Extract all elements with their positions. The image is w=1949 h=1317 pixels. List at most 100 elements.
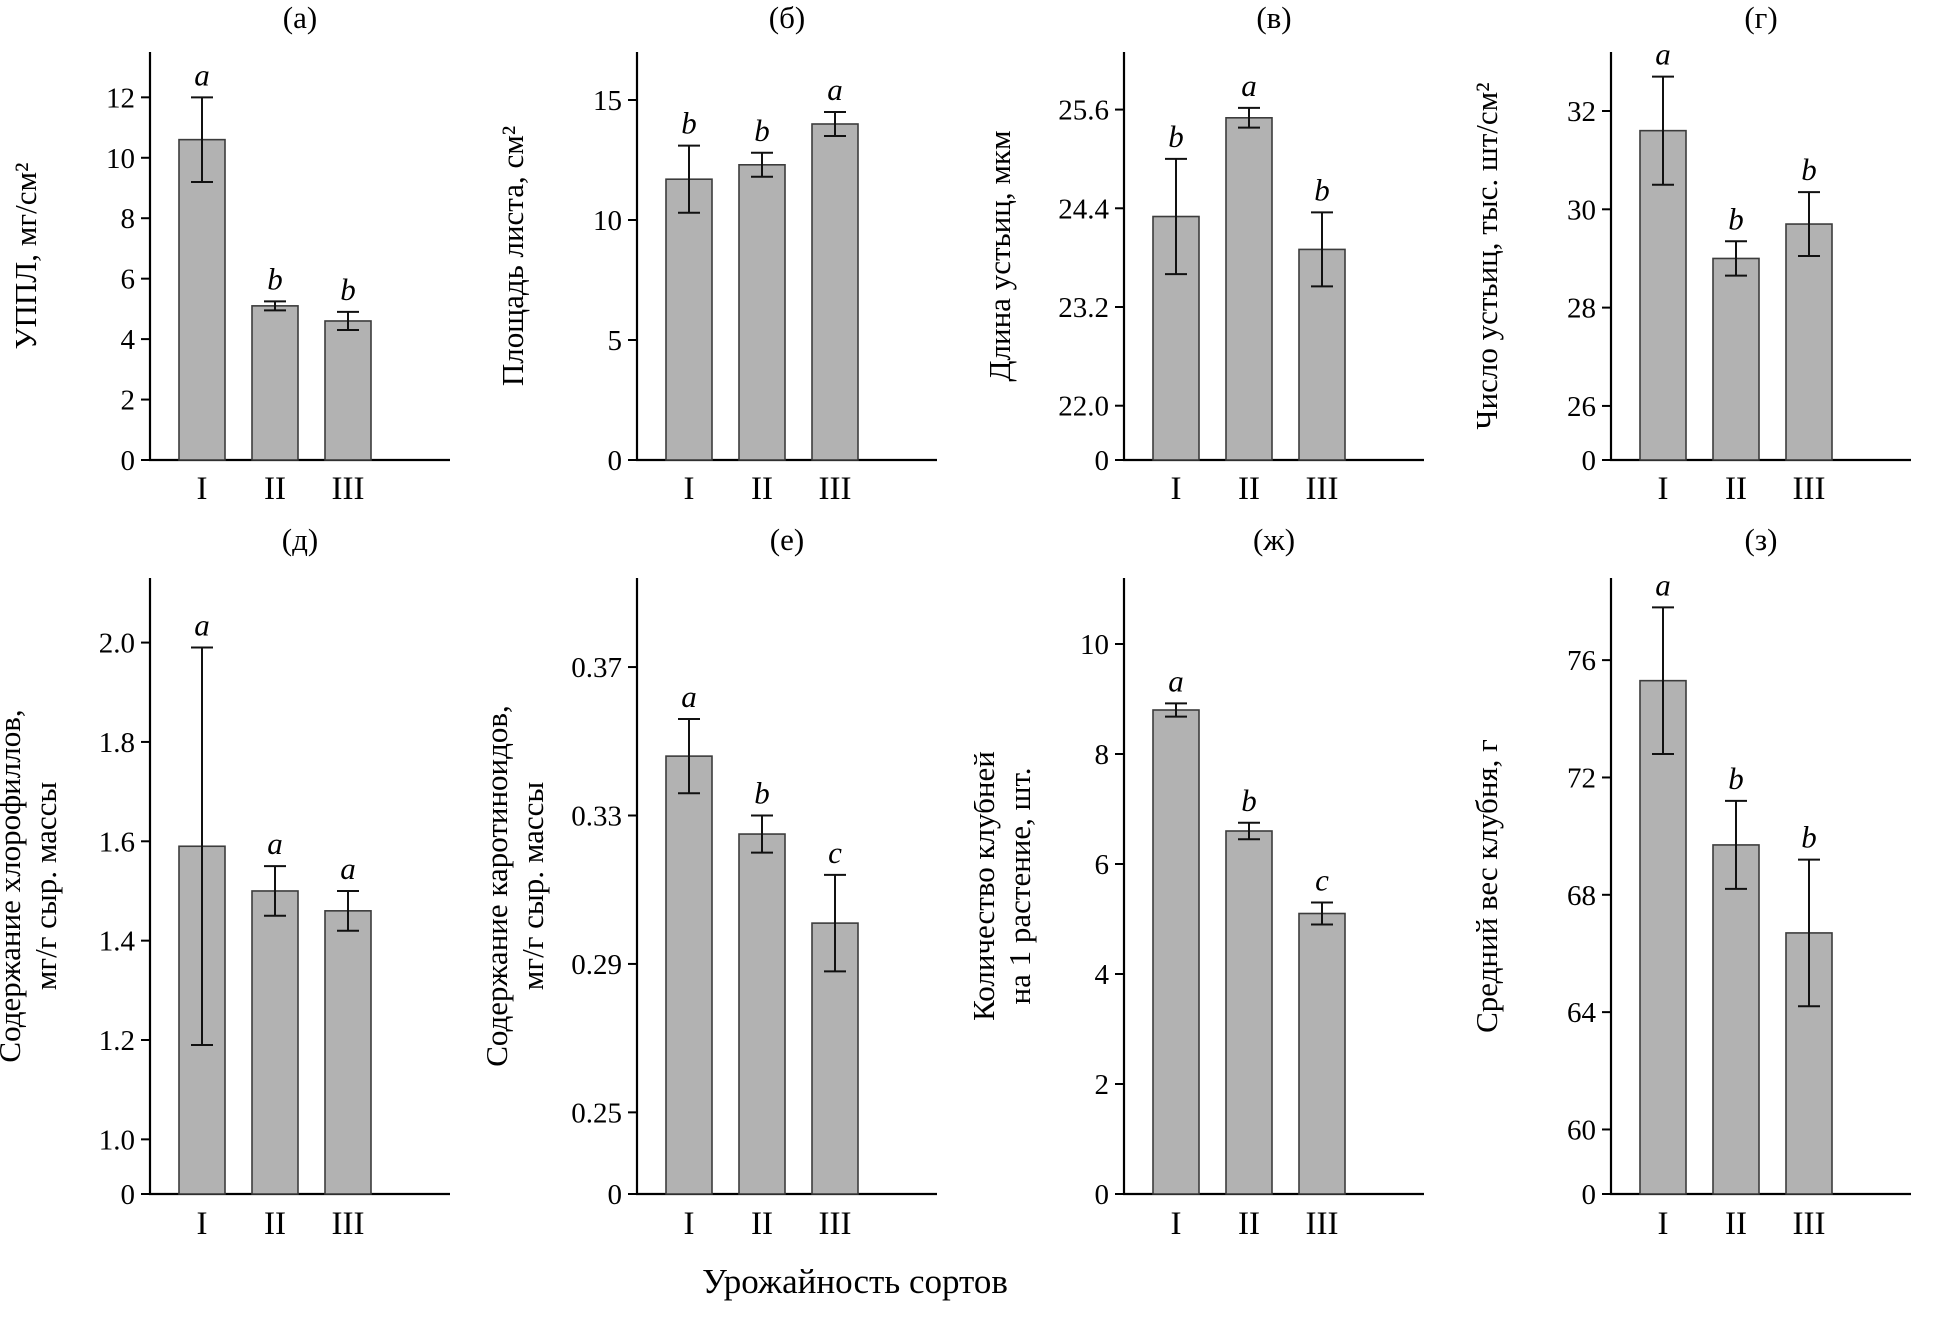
y-axis-title: Площадь листа, см²	[495, 126, 530, 386]
y-tick-label: 10	[1080, 629, 1109, 661]
chart-row-bottom: (д) Содержание хлорофиллов, мг/г сыр. масс…	[0, 518, 1948, 1260]
y-tick-label: 2.0	[99, 628, 135, 660]
y-tick-label: 2	[121, 385, 136, 417]
y-tick-label: 10	[106, 143, 135, 175]
sig-letter: b	[1168, 119, 1184, 154]
x-tick-label: II	[264, 1206, 286, 1242]
x-tick-label: I	[197, 1206, 208, 1242]
y-axis-title: Содержание каротиноидов,	[487, 705, 514, 1067]
chart-svg: (г) Число устьиц, тыс. шт/см² 0 26 28 30 32 a Ib…	[1469, 0, 1911, 507]
y-tick-label: 15	[593, 85, 622, 117]
y-tick-label: 0.33	[571, 800, 622, 832]
x-tick-label: II	[1725, 1206, 1747, 1242]
x-tick-label: III	[1306, 471, 1339, 507]
panel-title: (ж)	[1253, 522, 1295, 557]
sig-letter: a	[681, 679, 697, 714]
x-tick-label: II	[1238, 471, 1260, 507]
sig-letter: a	[1655, 37, 1671, 72]
sig-letter: b	[1801, 820, 1817, 855]
sig-letter: a	[1655, 567, 1671, 602]
bar	[1712, 257, 1760, 461]
panel-title: (з)	[1745, 522, 1778, 557]
bar	[251, 305, 299, 461]
sig-letter: b	[681, 106, 697, 141]
bar	[251, 890, 299, 1195]
sig-letter: b	[1728, 201, 1744, 236]
x-axis-shared-label: Урожайность сортов	[702, 1262, 1008, 1301]
y-tick-label: 64	[1567, 997, 1597, 1029]
bar	[665, 178, 713, 461]
y-tick-label: 1.0	[99, 1124, 135, 1156]
panel-title: (б)	[769, 0, 805, 35]
x-tick-label: III	[819, 471, 852, 507]
sig-letter: a	[194, 57, 210, 92]
panel-title: (д)	[282, 522, 318, 557]
panel-title: (г)	[1744, 0, 1777, 35]
y-tick-label: 25.6	[1058, 95, 1109, 127]
y-tick-label: 72	[1567, 762, 1596, 794]
bar	[1225, 117, 1273, 461]
y-tick-label: 0	[1095, 445, 1110, 477]
bar	[1639, 679, 1687, 1195]
y-axis-title: на 1 растение, шт.	[1002, 768, 1037, 1005]
sig-letter: a	[1168, 663, 1184, 698]
bar	[811, 123, 859, 461]
sig-letter: c	[828, 835, 842, 870]
x-tick-label: I	[1658, 471, 1669, 507]
y-tick-label: 1.6	[99, 826, 135, 858]
x-tick-label: III	[332, 471, 365, 507]
y-tick-label: 5	[608, 325, 623, 357]
y-tick-label: 10	[593, 205, 622, 237]
y-tick-label: 4	[121, 324, 136, 356]
chart-svg: (е) Содержание каротиноидов, мг/г сыр. мас…	[479, 522, 937, 1242]
y-axis-title: Количество клубней	[974, 751, 1001, 1021]
y-tick-label: 30	[1567, 194, 1596, 226]
chart-svg: (ж) Количество клубней на 1 растение, шт. 0…	[966, 522, 1424, 1242]
sig-letter: a	[194, 608, 210, 643]
chart-svg: (в) Длина устьиц, мкм 0 22.0 23.2 24.4 25.6 b Ia…	[982, 0, 1424, 507]
sig-letter: a	[267, 826, 283, 861]
y-tick-label: 0	[608, 445, 623, 477]
y-tick-label: 0	[1582, 445, 1597, 477]
y-tick-label: 1.8	[99, 727, 135, 759]
x-tick-label: I	[1171, 1206, 1182, 1242]
y-tick-label: 28	[1567, 293, 1596, 325]
y-tick-label: 60	[1567, 1114, 1596, 1146]
chart-svg: (а) УППЛ, мг/см² 0 2 4 6 8 10 12 a Ib II b III	[8, 0, 450, 507]
x-tick-label: I	[684, 1206, 695, 1242]
bar	[1785, 223, 1833, 461]
panel-title: (а)	[283, 0, 317, 35]
bar	[324, 320, 372, 461]
y-tick-label: 0	[608, 1179, 623, 1211]
chart-panel-zh: (ж) Количество клубней на 1 растение, шт. 0…	[966, 518, 1461, 1260]
sig-letter: b	[267, 261, 283, 296]
bar	[1225, 830, 1273, 1195]
x-tick-label: III	[1793, 1206, 1826, 1242]
sig-letter: a	[827, 72, 843, 107]
x-tick-label: III	[332, 1206, 365, 1242]
y-tick-label: 0	[121, 445, 136, 477]
y-tick-label: 0	[1582, 1179, 1597, 1211]
bar	[178, 138, 226, 461]
y-tick-label: 26	[1567, 391, 1596, 423]
y-tick-label: 0	[1095, 1179, 1110, 1211]
y-tick-label: 76	[1567, 645, 1596, 677]
x-tick-label: III	[819, 1206, 852, 1242]
sig-letter: b	[1801, 152, 1817, 187]
x-tick-label: I	[197, 471, 208, 507]
sig-letter: a	[340, 851, 356, 886]
y-tick-label: 68	[1567, 880, 1596, 912]
y-tick-label: 23.2	[1058, 292, 1109, 324]
x-tick-label: I	[684, 471, 695, 507]
y-axis-title: мг/г сыр. массы	[515, 782, 550, 991]
sig-letter: c	[1315, 863, 1329, 898]
y-axis-title: Содержание хлорофиллов,	[0, 709, 27, 1062]
y-tick-label: 8	[121, 203, 136, 235]
y-tick-label: 2	[1095, 1069, 1110, 1101]
y-tick-label: 22.0	[1058, 391, 1109, 423]
